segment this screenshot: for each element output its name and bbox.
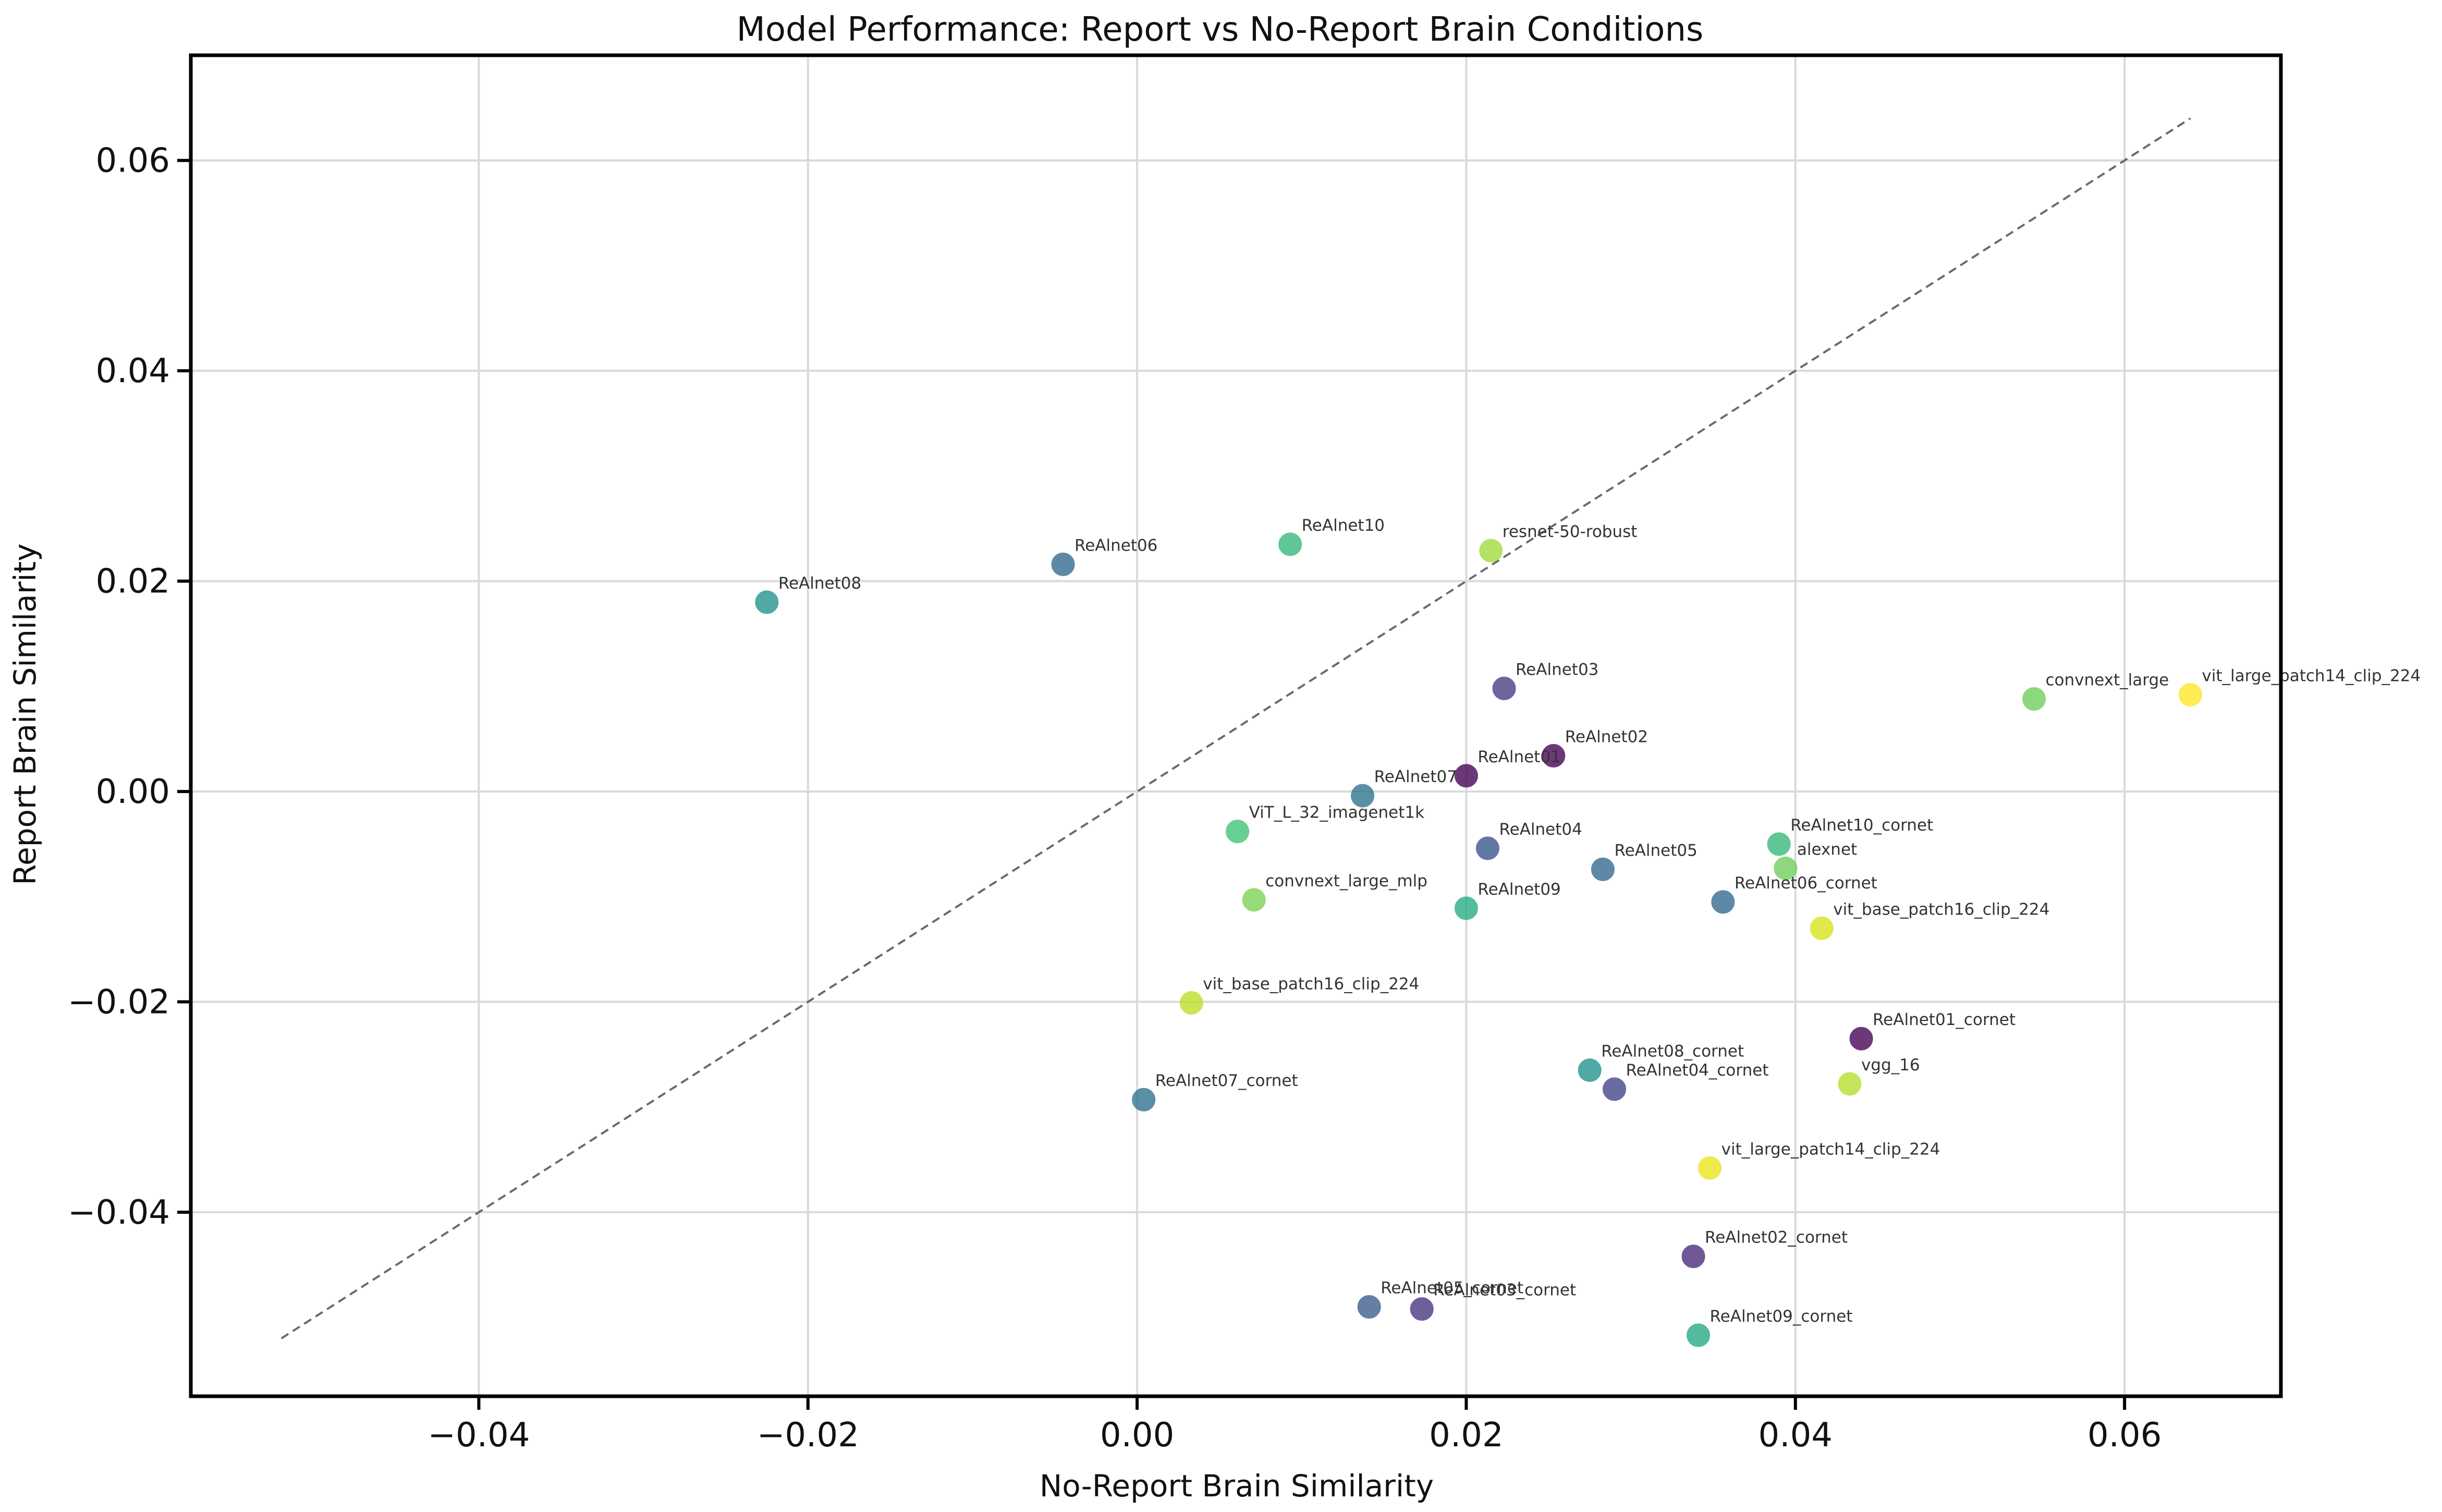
point-label: alexnet [1797, 840, 1857, 859]
y-tick-label: −0.04 [68, 1193, 170, 1232]
x-axis-label: No-Report Brain Similarity [1040, 1468, 1434, 1504]
y-tick-label: 0.06 [96, 142, 170, 180]
point-label: ReAlnet05_cornet [1381, 1279, 1523, 1298]
point-label: ReAlnet07 [1374, 767, 1457, 786]
y-tick-label: 0.00 [96, 773, 170, 811]
scatter-point [1767, 832, 1791, 856]
x-tick-label: −0.04 [428, 1416, 530, 1455]
point-label: ReAlnet06_cornet [1735, 874, 1877, 893]
scatter-point [1226, 820, 1250, 844]
scatter-point [1454, 764, 1478, 788]
scatter-point [1591, 857, 1615, 881]
scatter-point [755, 590, 779, 614]
point-label: ReAlnet04 [1499, 820, 1582, 839]
scatter-point [1698, 1156, 1722, 1180]
point-label: resnet-50-robust [1503, 522, 1638, 541]
scatter-point [1810, 916, 1834, 940]
point-label: ReAlnet01_cornet [1873, 1010, 2016, 1029]
point-label: ReAlnet07_cornet [1155, 1071, 1298, 1090]
point-label: ReAlnet10 [1302, 516, 1385, 535]
scatter-point [1351, 784, 1375, 808]
grid-lines [191, 55, 2281, 1396]
scatter-point [1838, 1072, 1862, 1096]
point-label: ReAlnet02 [1565, 727, 1648, 746]
scatter-point [1479, 539, 1503, 563]
reference-diagonal-line [280, 117, 2191, 1339]
y-tick-label: 0.04 [96, 352, 170, 391]
x-tick-label: 0.04 [1759, 1416, 1833, 1455]
scatter-point [2178, 682, 2202, 706]
point-label: ReAlnet08_cornet [1601, 1042, 1744, 1061]
point-label: vit_base_patch16_clip_224 [1203, 975, 1419, 994]
scatter-point [1542, 743, 1566, 767]
point-label: ReAlnet02_cornet [1705, 1228, 1848, 1247]
y-axis-label: Report Brain Similarity [7, 543, 43, 885]
scatter-point [1603, 1077, 1627, 1101]
scatter-point [1687, 1323, 1711, 1347]
point-label: ReAlnet08 [778, 574, 861, 593]
point-label: vit_large_patch14_clip_224 [1721, 1140, 1940, 1159]
point-label: convnext_large [2045, 671, 2169, 690]
point-label: ReAlnet06 [1075, 536, 1157, 555]
point-label: ReAlnet03 [1516, 660, 1598, 679]
scatter-point [1132, 1088, 1156, 1112]
scatter-point [1578, 1058, 1602, 1082]
point-label: vit_base_patch16_clip_224 [1833, 900, 2049, 919]
point-label: ViT_L_32_imagenet1k [1249, 803, 1424, 822]
x-tick-label: 0.06 [2087, 1416, 2162, 1455]
x-tick-label: 0.00 [1100, 1416, 1175, 1455]
scatter-point [1774, 856, 1798, 880]
x-tick-label: −0.02 [757, 1416, 859, 1455]
point-label: convnext_large_mlp [1265, 872, 1427, 891]
point-label: ReAlnet03_cornet [1433, 1281, 1576, 1300]
scatter-point [1849, 1027, 1873, 1051]
scatter-point [1357, 1295, 1381, 1319]
axis-ticks: −0.04 −0.02 0.00 0.02 0.04 0.06 −0.04 −0.02 0.00… [68, 142, 2162, 1455]
point-label: ReAlnet09_cornet [1710, 1307, 1853, 1326]
point-label: ReAlnet09 [1478, 880, 1560, 899]
point-label: vgg_16 [1861, 1056, 1920, 1075]
scatter-point [2022, 687, 2046, 711]
point-label: vit_large_patch14_clip_224 [2202, 666, 2421, 685]
y-tick-label: −0.02 [68, 983, 170, 1022]
scatter-point [1179, 991, 1203, 1015]
scatter-point [1410, 1297, 1434, 1321]
scatter-point [1242, 888, 1266, 912]
scatter-point [1278, 532, 1302, 556]
scatter-point [1492, 676, 1516, 700]
point-label: ReAlnet05 [1614, 841, 1697, 860]
chart-title: Model Performance: Report vs No-Report B… [737, 10, 1704, 49]
point-label: ReAlnet10_cornet [1790, 816, 1933, 835]
plot-frame [189, 53, 2283, 1398]
point-label: ReAlnet04_cornet [1626, 1061, 1769, 1080]
scatter-point [1681, 1245, 1705, 1269]
x-tick-label: 0.02 [1429, 1416, 1504, 1455]
scatter-point [1051, 552, 1075, 576]
y-tick-label: 0.02 [96, 563, 170, 601]
scatter-point [1711, 890, 1735, 914]
scatter-point [1475, 836, 1499, 860]
point-label: ReAlnet01 [1478, 748, 1560, 766]
data-points: ReAlnet08 ReAlnet06 ReAlnet10 resnet-50-rob… [755, 516, 2421, 1347]
scatter-point [1454, 896, 1478, 920]
